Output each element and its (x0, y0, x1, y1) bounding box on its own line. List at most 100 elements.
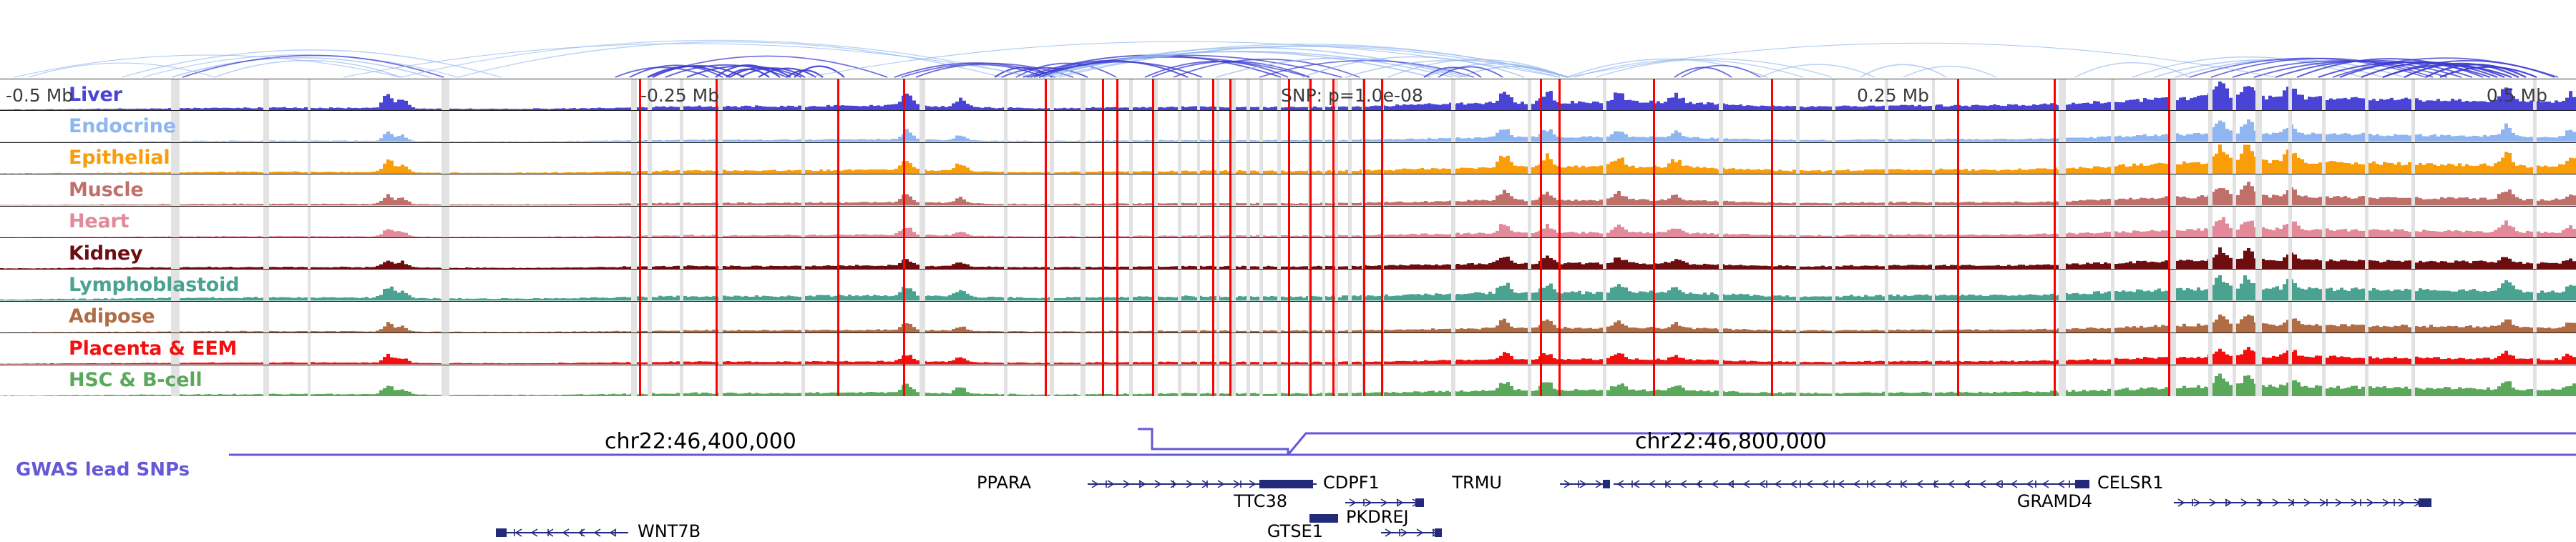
strand-arrow-icon (2209, 498, 2217, 507)
gwas-snp-marker (2168, 111, 2170, 142)
gwas-snp-marker (903, 142, 905, 174)
gene-coding-block (1435, 528, 1442, 537)
credible-set-highlight (2288, 301, 2292, 333)
signal-track-heart[interactable]: Heart (0, 205, 2576, 237)
strand-arrow-icon (609, 528, 617, 537)
gwas-snp-marker (1309, 111, 1312, 142)
credible-set-highlight (2111, 111, 2114, 142)
interaction-arc (2074, 61, 2190, 78)
credible-set-highlight (680, 174, 683, 206)
credible-set-highlight (1832, 142, 1835, 174)
credible-set-highlight (1259, 270, 1263, 301)
gwas-snp-marker (1332, 237, 1335, 270)
gene-label-trmu[interactable]: TRMU (1452, 473, 1502, 493)
gene-row: PKDREJ (0, 507, 2576, 528)
strand-arrow-icon (1774, 480, 1782, 488)
credible-set-highlight (1129, 79, 1133, 111)
credible-set-highlight (718, 79, 723, 111)
credible-set-highlight (1932, 237, 1935, 270)
credible-set-highlight (1050, 333, 1054, 365)
signal-track-epithelial[interactable]: Epithelial (0, 142, 2576, 174)
credible-set-highlight (2208, 301, 2212, 333)
signal-track-hsc-b-cell[interactable]: HSC & B-cell (0, 364, 2576, 396)
credible-set-highlight (1259, 365, 1263, 396)
strand-arrow-icon (1595, 480, 1603, 488)
gwas-snp-marker (1381, 301, 1383, 333)
credible-set-highlight (1178, 206, 1181, 237)
credible-set-highlight (1229, 365, 1236, 396)
gwas-lead-snp-connector (0, 428, 2576, 456)
credible-set-highlight (2322, 174, 2326, 206)
signal-track-liver[interactable]: Liver -0.5 Mb -0.25 Mb SNP: p=1.0e-08 0.25 M… (0, 79, 2576, 111)
gwas-snp-marker (1957, 111, 1959, 142)
gene-row: TTC38 GRAMD4 (0, 491, 2576, 512)
credible-set-highlight (2255, 237, 2262, 270)
signal-track-muscle[interactable]: Muscle (0, 174, 2576, 206)
credible-set-highlight (718, 174, 723, 206)
gene-label-ppara[interactable]: PPARA (977, 473, 1031, 493)
signal-track-endocrine[interactable]: Endocrine (0, 110, 2576, 142)
credible-set-highlight (2255, 111, 2262, 142)
gwas-snp-marker (1363, 79, 1365, 111)
interaction-arc (647, 55, 888, 78)
credible-set-highlight (2059, 142, 2066, 174)
signal-track-lymphoblastoid[interactable]: Lymphoblastoid (0, 269, 2576, 301)
genomic-coordinate-label: chr22:46,400,000 (605, 429, 796, 454)
signal-track-kidney[interactable]: Kidney (0, 237, 2576, 270)
credible-set-highlight (1322, 301, 1325, 333)
credible-set-highlight (1528, 111, 1531, 142)
credible-set-highlight (1153, 206, 1158, 237)
strand-arrow-icon (2026, 480, 2034, 488)
gwas-snp-marker (1332, 79, 1335, 111)
credible-set-highlight (1259, 206, 1263, 237)
genomic-coordinate-label: chr22:46,800,000 (1635, 429, 1827, 454)
signal-track-placenta-eem[interactable]: Placenta & EEM (0, 332, 2576, 365)
gwas-snp-marker (1152, 174, 1154, 206)
gwas-snp-marker (1152, 79, 1154, 111)
credible-set-highlight (308, 142, 311, 174)
signal-bars (0, 79, 2576, 111)
gwas-snp-marker (1045, 79, 1047, 111)
gwas-snp-marker (1381, 174, 1383, 206)
credible-set-highlight (631, 365, 637, 396)
credible-set-highlight (1451, 111, 1455, 142)
gwas-snp-marker (2054, 111, 2056, 142)
gene-label-ttc38[interactable]: TTC38 (1234, 491, 1287, 511)
gene-coding-block (2075, 480, 2089, 488)
credible-set-highlight (2111, 333, 2114, 365)
gene-label-cdpf1[interactable]: CDPF1 (1323, 473, 1380, 493)
credible-set-highlight (1528, 174, 1531, 206)
gwas-snp-marker (1957, 333, 1959, 365)
strand-arrow-icon (1947, 480, 1955, 488)
interaction-arc (629, 64, 723, 78)
gwas-snp-marker (1309, 79, 1312, 111)
gwas-snp-marker (1653, 111, 1655, 142)
credible-set-highlight (1277, 142, 1281, 174)
gene-label-gtse1[interactable]: GTSE1 (1267, 521, 1323, 541)
gwas-snp-marker (1102, 301, 1104, 333)
interaction-arc (2332, 57, 2559, 78)
signal-track-adipose[interactable]: Adipose (0, 300, 2576, 333)
gene-label-wnt7b[interactable]: WNT7B (638, 521, 701, 541)
gene-label-gramd4[interactable]: GRAMD4 (2016, 491, 2092, 511)
gene-label-pkdrej[interactable]: PKDREJ (1346, 507, 1409, 527)
gwas-snp-marker (1309, 237, 1312, 270)
credible-set-highlight (1322, 206, 1325, 237)
gwas-snp-marker (1045, 237, 1047, 270)
gene-label-celsr1[interactable]: CELSR1 (2097, 473, 2164, 493)
credible-set-highlight (1719, 174, 1723, 206)
chromatin-interaction-arc-panel (0, 0, 2576, 79)
strand-arrow-icon (1790, 480, 1797, 488)
gwas-snp-marker (1381, 111, 1383, 142)
credible-set-highlight (680, 301, 683, 333)
credible-set-highlight (1932, 174, 1935, 206)
credible-set-highlight (1178, 79, 1181, 111)
credible-set-highlight (1451, 333, 1455, 365)
gwas-snp-marker (1540, 333, 1542, 365)
strand-arrow-icon (1249, 480, 1257, 488)
credible-set-highlight (1277, 365, 1281, 396)
strand-arrow-icon (1579, 480, 1587, 488)
strand-arrow-icon (1994, 480, 2002, 488)
gwas-snp-marker (1363, 270, 1365, 301)
gwas-snp-marker (716, 142, 718, 174)
